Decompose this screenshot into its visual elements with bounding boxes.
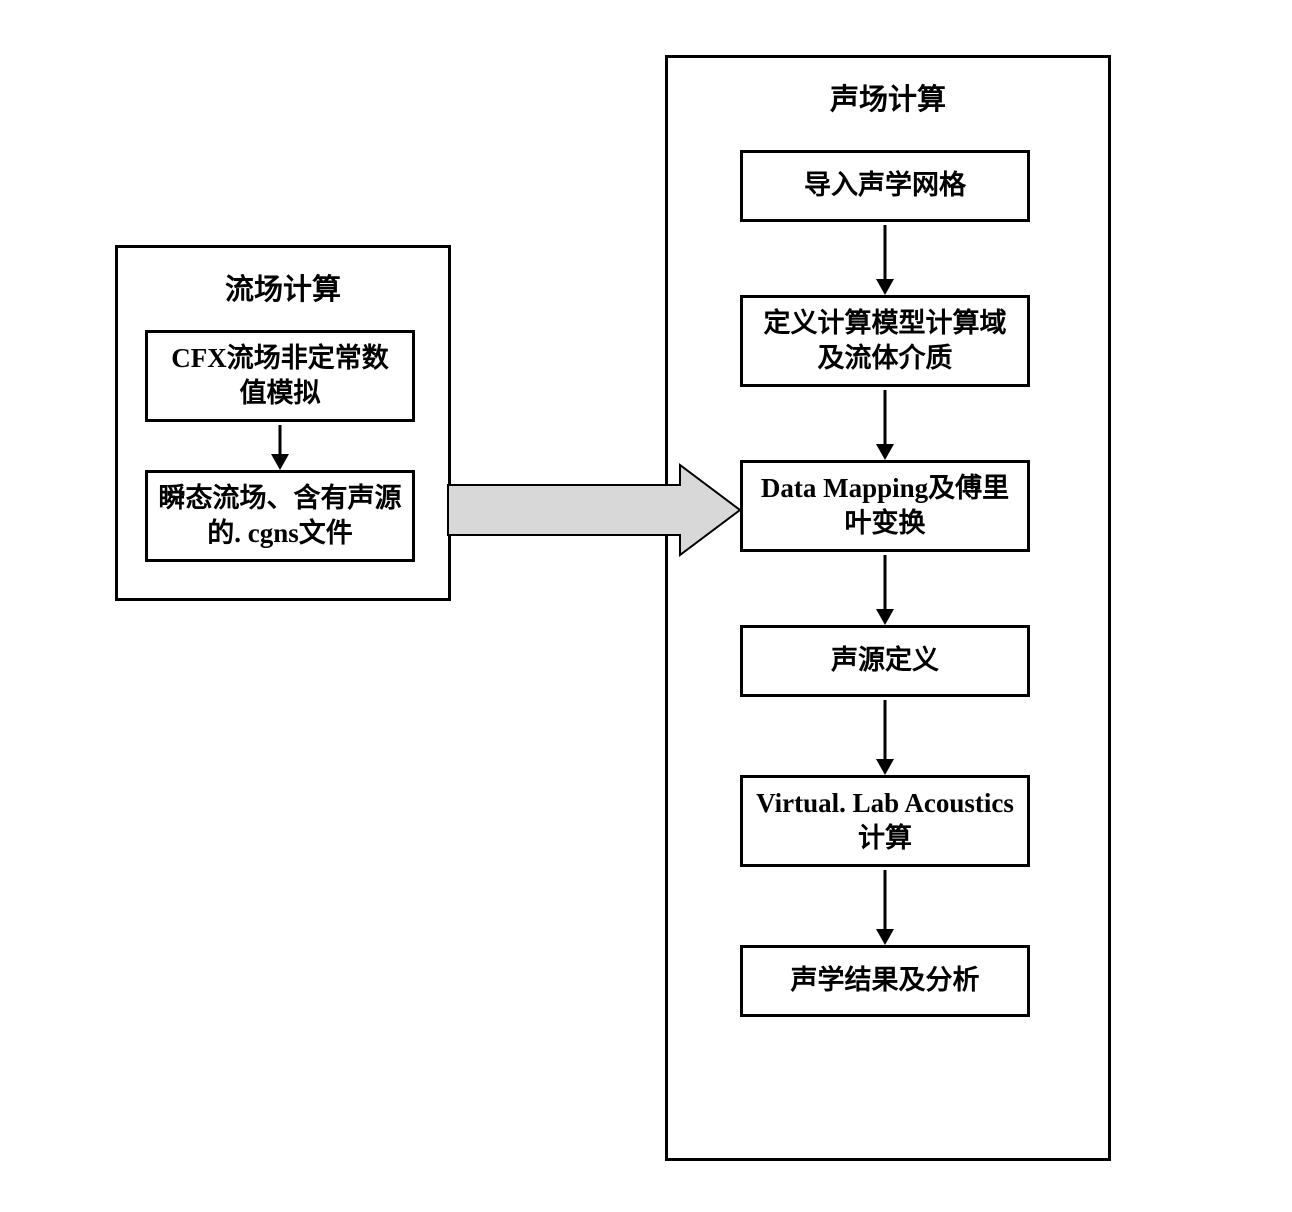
- node-source-def: 声源定义: [740, 625, 1030, 697]
- group-flow-field-title: 流场计算: [118, 266, 448, 308]
- node-transient-cgns: 瞬态流场、含有声源的. cgns文件: [145, 470, 415, 562]
- node-virtual-lab: Virtual. Lab Acoustics 计算: [740, 775, 1030, 867]
- flowchart-canvas: 流场计算 声场计算 CFX流场非定常数值模拟 瞬态流场、含有声源的. cgns文…: [0, 0, 1292, 1212]
- node-import-mesh: 导入声学网格: [740, 150, 1030, 222]
- node-label: Data Mapping及傅里叶变换: [753, 471, 1017, 541]
- node-label: Virtual. Lab Acoustics 计算: [753, 786, 1017, 856]
- node-data-mapping-fft: Data Mapping及傅里叶变换: [740, 460, 1030, 552]
- node-results-analysis: 声学结果及分析: [740, 945, 1030, 1017]
- node-label: 导入声学网格: [804, 168, 966, 203]
- node-label: CFX流场非定常数值模拟: [158, 341, 402, 411]
- node-label: 声源定义: [831, 643, 939, 678]
- node-cfx-simulation: CFX流场非定常数值模拟: [145, 330, 415, 422]
- node-label: 定义计算模型计算域及流体介质: [753, 306, 1017, 376]
- node-label: 瞬态流场、含有声源的. cgns文件: [158, 481, 402, 551]
- node-label: 声学结果及分析: [791, 963, 980, 998]
- node-define-domain: 定义计算模型计算域及流体介质: [740, 295, 1030, 387]
- group-sound-field-title: 声场计算: [668, 76, 1108, 118]
